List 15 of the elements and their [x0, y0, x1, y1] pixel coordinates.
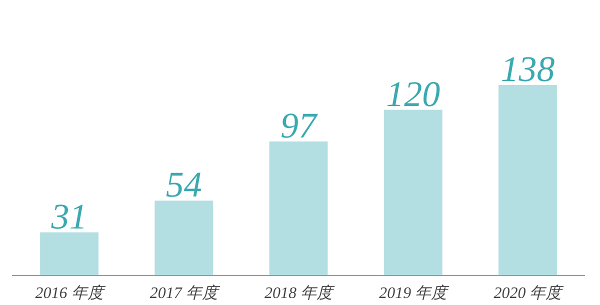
data-label: 120: [386, 74, 440, 114]
bar: [269, 141, 328, 275]
x-tick-label: 2020 年度: [494, 284, 565, 302]
bar: [40, 232, 99, 275]
x-tick-label: 2018 年度: [264, 284, 336, 302]
x-tick-label: 2019 年度: [379, 284, 450, 302]
x-tick-label: 2016 年度: [35, 284, 106, 302]
data-label: 31: [50, 196, 88, 236]
bar: [384, 110, 442, 275]
data-label: 138: [500, 49, 555, 89]
bar: [498, 85, 557, 275]
bar: [154, 200, 214, 275]
x-tick-label: 2017 年度: [150, 284, 221, 302]
data-label: 97: [280, 105, 318, 146]
data-label: 54: [166, 164, 202, 205]
